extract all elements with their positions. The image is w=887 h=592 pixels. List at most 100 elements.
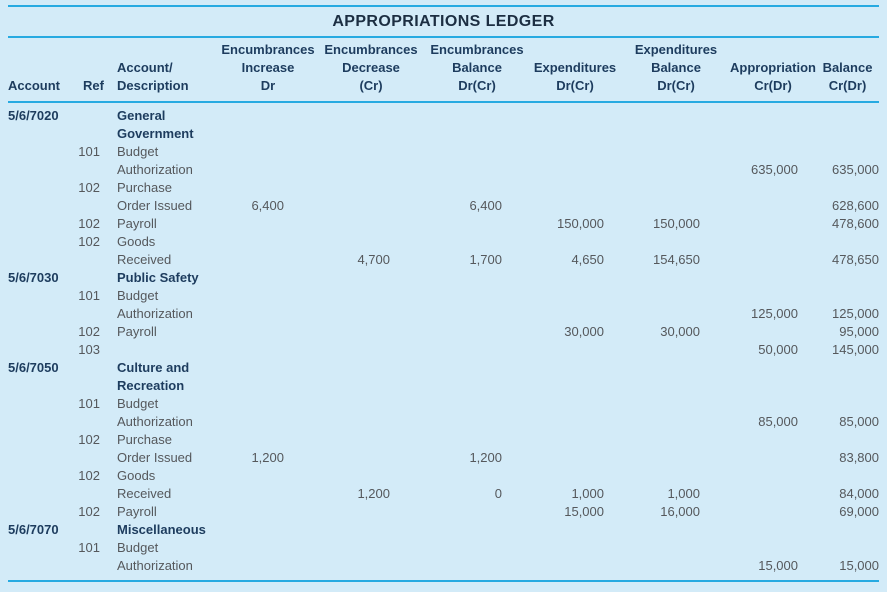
col-header-encumbrances-balance: Encumbrances Balance Dr(Cr) bbox=[426, 38, 528, 103]
encumbrances-balance-cell bbox=[426, 215, 528, 233]
ref-cell bbox=[78, 102, 112, 143]
appropriation-cell bbox=[730, 215, 816, 233]
expenditures-balance-cell bbox=[622, 539, 730, 575]
ref-cell bbox=[78, 359, 112, 395]
ledger-row: 101 Budget Authorization 125,000 125,000 bbox=[8, 287, 879, 323]
encumbrances-increase-cell bbox=[220, 215, 316, 233]
expenditures-cell: 4,650 bbox=[571, 252, 604, 267]
encumbrances-increase-cell bbox=[220, 143, 316, 179]
ledger-row: 5/6/7030 Public Safety bbox=[8, 269, 879, 287]
ref-cell: 101 bbox=[78, 540, 100, 555]
col-header-account: Account bbox=[8, 38, 78, 103]
encumbrances-increase-cell bbox=[220, 521, 316, 539]
expenditures-balance-cell: 154,650 bbox=[653, 252, 700, 267]
encumbrances-increase-cell bbox=[220, 467, 316, 503]
encumbrances-decrease-cell bbox=[316, 503, 426, 521]
col-header-description: Account/ Description bbox=[112, 38, 220, 103]
appropriation-cell: 50,000 bbox=[758, 342, 798, 357]
encumbrances-increase-cell bbox=[220, 359, 316, 395]
ledger-row: 102 Payroll 30,000 30,000 95,000 bbox=[8, 323, 879, 341]
ref-cell: 102 bbox=[78, 180, 100, 195]
balance-cell: 83,800 bbox=[839, 450, 879, 465]
col-header-encumbrances-increase: Encumbrances Increase Dr bbox=[220, 38, 316, 103]
balance-cell bbox=[816, 269, 879, 287]
expenditures-balance-cell: 16,000 bbox=[660, 504, 700, 519]
expenditures-balance-cell bbox=[622, 179, 730, 215]
ref-cell bbox=[78, 269, 112, 287]
balance-cell: 15,000 bbox=[839, 558, 879, 573]
appropriation-cell bbox=[730, 431, 816, 467]
description-cell: Purchase Order Issued bbox=[117, 432, 193, 465]
ref-cell: 101 bbox=[78, 288, 100, 303]
ref-cell: 102 bbox=[78, 324, 100, 339]
expenditures-cell: 1,000 bbox=[571, 486, 604, 501]
account-cell bbox=[8, 539, 78, 575]
appropriation-cell bbox=[730, 521, 816, 539]
appropriation-cell: 125,000 bbox=[751, 306, 798, 321]
description-cell: Budget Authorization bbox=[117, 540, 193, 573]
ledger-body: 5/6/7020 General Government 101 Budget A… bbox=[8, 102, 879, 575]
balance-cell: 84,000 bbox=[839, 486, 879, 501]
ledger-row: 5/6/7050 Culture and Recreation bbox=[8, 359, 879, 395]
description-cell: Payroll bbox=[117, 324, 157, 339]
account-cell bbox=[8, 431, 78, 467]
account-cell bbox=[8, 503, 78, 521]
encumbrances-balance-cell bbox=[426, 395, 528, 431]
expenditures-cell: 15,000 bbox=[564, 504, 604, 519]
description-cell: Payroll bbox=[117, 216, 157, 231]
ref-cell bbox=[78, 521, 112, 539]
encumbrances-decrease-cell bbox=[316, 287, 426, 323]
expenditures-balance-cell bbox=[622, 102, 730, 143]
balance-cell: 628,600 bbox=[832, 198, 879, 213]
balance-cell: 95,000 bbox=[839, 324, 879, 339]
encumbrances-increase-cell bbox=[220, 539, 316, 575]
ledger-row: 101 Budget Authorization 15,000 15,000 bbox=[8, 539, 879, 575]
expenditures-cell bbox=[528, 143, 622, 179]
account-cell bbox=[8, 287, 78, 323]
ledger-row: 102 Payroll 15,000 16,000 69,000 bbox=[8, 503, 879, 521]
expenditures-balance-cell bbox=[622, 287, 730, 323]
account-cell: 5/6/7030 bbox=[8, 270, 59, 285]
ledger-row: 102 Purchase Order Issued 6,400 6,400 62… bbox=[8, 179, 879, 215]
ref-cell: 103 bbox=[78, 342, 100, 357]
account-cell bbox=[8, 179, 78, 215]
balance-cell bbox=[816, 102, 879, 143]
appropriation-cell bbox=[730, 323, 816, 341]
appropriation-cell bbox=[730, 503, 816, 521]
encumbrances-decrease-cell: 4,700 bbox=[357, 252, 390, 267]
expenditures-balance-cell: 150,000 bbox=[653, 216, 700, 231]
expenditures-cell bbox=[528, 521, 622, 539]
page-title: APPROPRIATIONS LEDGER bbox=[332, 13, 555, 30]
ledger-row: 102 Payroll 150,000 150,000 478,600 bbox=[8, 215, 879, 233]
encumbrances-increase-cell bbox=[220, 102, 316, 143]
description-cell bbox=[112, 341, 220, 359]
encumbrances-balance-cell bbox=[426, 287, 528, 323]
account-cell bbox=[8, 341, 78, 359]
encumbrances-increase-cell bbox=[220, 287, 316, 323]
encumbrances-decrease-cell bbox=[316, 431, 426, 467]
encumbrances-decrease-cell: 1,200 bbox=[357, 486, 390, 501]
balance-cell: 478,650 bbox=[832, 252, 879, 267]
encumbrances-increase-cell bbox=[220, 395, 316, 431]
appropriation-cell bbox=[730, 233, 816, 269]
encumbrances-balance-cell bbox=[426, 102, 528, 143]
account-cell: 5/6/7020 bbox=[8, 108, 59, 123]
expenditures-balance-cell bbox=[622, 341, 730, 359]
title-rule bbox=[8, 36, 879, 38]
appropriation-cell: 85,000 bbox=[758, 414, 798, 429]
description-cell: Payroll bbox=[117, 504, 157, 519]
encumbrances-decrease-cell bbox=[316, 521, 426, 539]
encumbrances-balance-cell bbox=[426, 359, 528, 395]
appropriation-cell bbox=[730, 359, 816, 395]
expenditures-balance-cell bbox=[622, 269, 730, 287]
account-cell: 5/6/7070 bbox=[8, 522, 59, 537]
ledger-row: 101 Budget Authorization 85,000 85,000 bbox=[8, 395, 879, 431]
expenditures-balance-cell: 30,000 bbox=[660, 324, 700, 339]
bottom-rule bbox=[8, 580, 879, 582]
encumbrances-decrease-cell bbox=[316, 269, 426, 287]
encumbrances-balance-cell bbox=[426, 323, 528, 341]
ledger-row: 5/6/7020 General Government bbox=[8, 102, 879, 143]
encumbrances-balance-cell: 0 bbox=[494, 486, 502, 501]
col-header-balance: Balance Cr(Dr) bbox=[816, 38, 879, 103]
